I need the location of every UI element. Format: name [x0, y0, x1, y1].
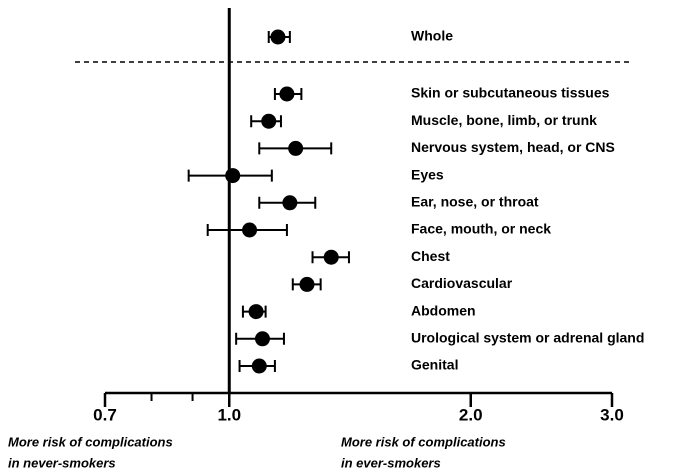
point-estimate [299, 276, 315, 292]
point-estimate [254, 331, 270, 347]
point-estimate [279, 86, 295, 102]
point-estimate [225, 168, 241, 184]
x-tick-label: 3.0 [600, 405, 624, 424]
right-note: More risk of complications [341, 434, 506, 449]
point-estimate [242, 222, 258, 238]
point-estimate [270, 29, 286, 45]
category-label: Whole [411, 28, 453, 44]
category-label: Skin or subcutaneous tissues [411, 85, 610, 101]
point-estimate [248, 304, 264, 320]
category-label: Urological system or adrenal gland [411, 330, 644, 346]
category-label: Chest [411, 248, 450, 264]
category-label: Nervous system, head, or CNS [411, 139, 615, 155]
category-label: Ear, nose, or throat [411, 194, 539, 210]
left-note: in never-smokers [8, 455, 116, 470]
category-label: Eyes [411, 166, 444, 182]
x-tick-label: 1.0 [217, 405, 241, 424]
category-label: Face, mouth, or neck [411, 221, 551, 237]
point-estimate [282, 195, 298, 211]
left-note: More risk of complications [8, 434, 173, 449]
point-estimate [261, 113, 277, 129]
point-estimate [251, 358, 267, 374]
x-tick-label: 0.7 [93, 405, 117, 424]
x-tick-label: 2.0 [459, 405, 483, 424]
right-note: in ever-smokers [341, 455, 441, 470]
category-label: Abdomen [411, 302, 476, 318]
category-label: Muscle, bone, limb, or trunk [411, 112, 597, 128]
point-estimate [288, 140, 304, 156]
point-estimate [323, 249, 339, 265]
category-label: Cardiovascular [411, 275, 513, 291]
category-label: Genital [411, 357, 458, 373]
